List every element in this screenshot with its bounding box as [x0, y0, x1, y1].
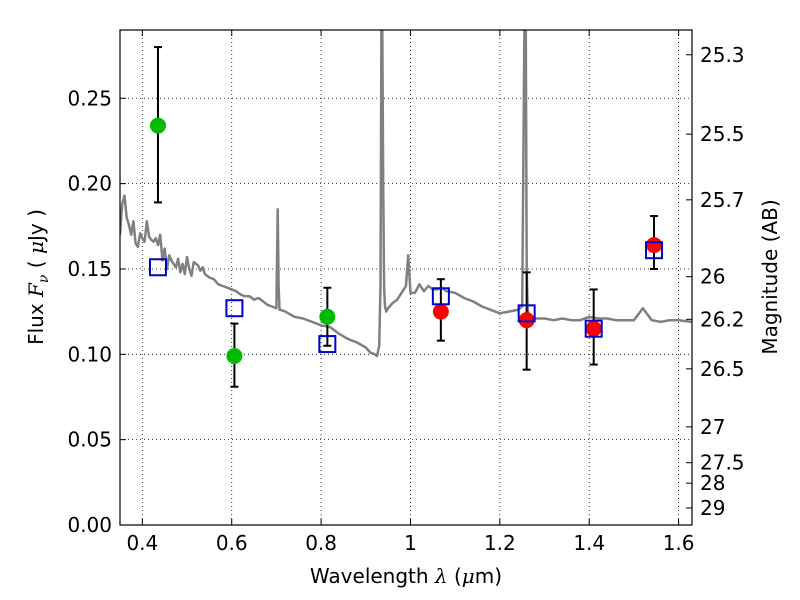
y2-tick-label: 27: [700, 415, 725, 439]
y-tick-label: 0.05: [67, 428, 112, 452]
y2-axis-label: Magnitude (AB): [758, 199, 782, 354]
x-tick-label: 0.8: [305, 531, 337, 555]
data-point: [226, 348, 243, 365]
y2-tick-label: 29: [700, 496, 725, 520]
y-axis-label: Flux Fν ( μJy ): [24, 209, 52, 345]
data-markers: [148, 46, 664, 388]
y2-tick-label: 26: [700, 265, 725, 289]
model-point: [318, 335, 337, 354]
x-tick-label: 1.4: [573, 531, 605, 555]
y2-tick-label: 28: [700, 471, 725, 495]
x-axis-label: Wavelength λ (μm): [310, 564, 502, 588]
data-point: [149, 117, 166, 134]
data-point: [319, 308, 336, 325]
model-point: [148, 258, 167, 277]
model-point: [225, 299, 244, 318]
y-tick-label: 0.00: [67, 513, 112, 537]
data-point: [585, 320, 602, 337]
plot-frame: [119, 29, 693, 526]
grid: [120, 30, 692, 525]
y-tick-label: 0.20: [67, 172, 112, 196]
data-point: [646, 237, 663, 254]
model-point: [584, 319, 603, 338]
x-tick-label: 1: [404, 531, 417, 555]
y2-tick-label: 25.7: [700, 188, 745, 212]
axis-ticks: 0.4 0.6 0.8 1 1.2 1.4 1.6 0.00 0.05 0.10 0.15 0.20 0…: [67, 30, 745, 555]
x-tick-label: 1.2: [484, 531, 516, 555]
y-tick-label: 0.15: [67, 257, 112, 281]
plot-area: [120, 30, 692, 388]
y2-tick-label: 25.5: [700, 122, 745, 146]
y-tick-label: 0.10: [67, 342, 112, 366]
x-tick-label: 1.6: [663, 531, 695, 555]
model-point: [517, 304, 536, 323]
y-tick-label: 0.25: [67, 86, 112, 110]
model-spectrum-line: [120, 30, 692, 358]
data-point: [518, 312, 535, 329]
y2-tick-label: 26.5: [700, 357, 745, 381]
model-point: [431, 287, 450, 306]
y2-tick-label: 25.3: [700, 43, 745, 67]
data-point: [432, 303, 449, 320]
y2-tick-label: 26.2: [700, 307, 745, 331]
x-tick-label: 0.4: [126, 531, 158, 555]
y2-tick-label: 27.5: [700, 451, 745, 475]
model-point: [645, 241, 664, 260]
x-tick-label: 0.6: [216, 531, 248, 555]
